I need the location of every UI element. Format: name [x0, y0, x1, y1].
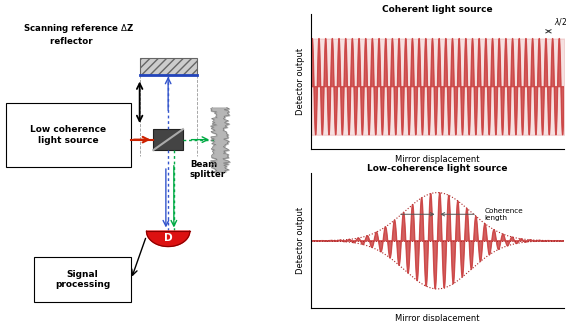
Text: Low coherence
light source: Low coherence light source [30, 125, 107, 144]
Text: $\lambda$/2: $\lambda$/2 [554, 16, 567, 28]
X-axis label: Mirror displacement: Mirror displacement [395, 314, 480, 321]
Title: Coherent light source: Coherent light source [382, 5, 493, 14]
Bar [153, 129, 183, 150]
FancyBboxPatch shape [34, 257, 131, 302]
Y-axis label: Detector output: Detector output [296, 207, 305, 274]
Text: Beam
splitter: Beam splitter [190, 160, 226, 179]
Polygon shape [146, 231, 190, 247]
Text: D: D [164, 233, 173, 243]
Y-axis label: Detector output: Detector output [296, 48, 305, 116]
X-axis label: Mirror displacement: Mirror displacement [395, 155, 480, 164]
Bar [140, 58, 197, 75]
FancyBboxPatch shape [6, 103, 131, 167]
Text: Scanning reference $\Delta$Z
         reflector: Scanning reference $\Delta$Z reflector [23, 22, 134, 46]
Title: Low-coherence light source: Low-coherence light source [367, 164, 508, 173]
Text: Signal
processing: Signal processing [55, 270, 110, 289]
Text: Coherence
length: Coherence length [484, 208, 523, 221]
